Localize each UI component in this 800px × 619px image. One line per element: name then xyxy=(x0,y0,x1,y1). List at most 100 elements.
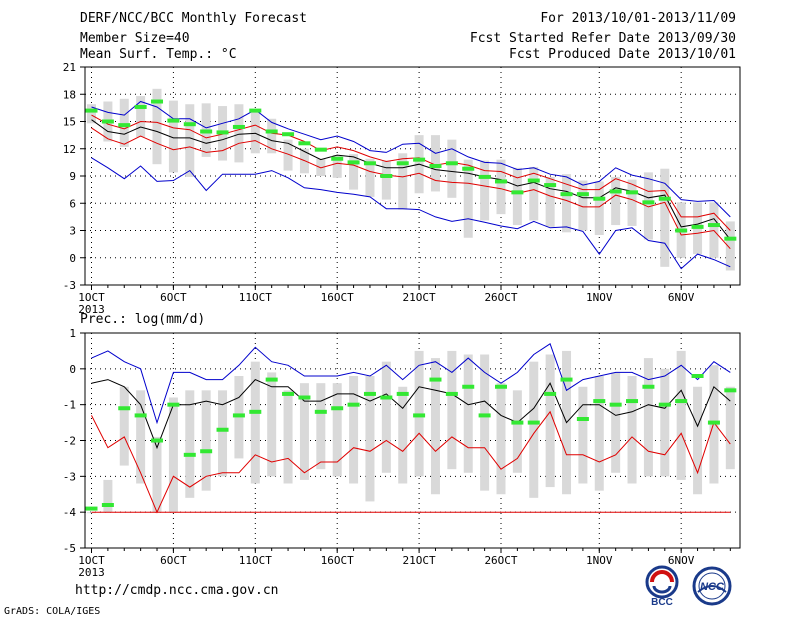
prec-median-marker xyxy=(626,399,639,404)
temp-ensemble-box xyxy=(512,167,522,226)
prec-ensemble-box xyxy=(332,383,342,477)
prec-median-marker xyxy=(216,427,229,432)
prec-ytick-label: -1 xyxy=(63,399,76,412)
temp-ensemble-box xyxy=(87,104,96,124)
temp-ensemble-box xyxy=(627,179,637,226)
prec-median-marker xyxy=(675,399,688,404)
prec-ensemble-box xyxy=(201,390,211,491)
prec-year-label: 2013 xyxy=(78,566,105,579)
temp-median-marker xyxy=(347,160,360,165)
prec-ensemble-box xyxy=(660,368,670,477)
prec-ensemble-box xyxy=(299,383,309,480)
prec-ensemble-box xyxy=(693,386,703,495)
temp-ytick-label: 15 xyxy=(63,116,76,129)
bcc-logo: BCC xyxy=(645,565,679,607)
prec-xtick-label: 21OCT xyxy=(403,554,436,567)
temp-lower-red-line xyxy=(91,127,731,250)
prec-ytick-label: -3 xyxy=(63,470,76,483)
prec-ensemble-box xyxy=(463,354,473,473)
prec-median-marker xyxy=(232,413,245,418)
forecast-period: For 2013/10/01-2013/11/09 xyxy=(540,11,736,26)
temp-ytick-label: 18 xyxy=(63,88,76,101)
temp-ensemble-box xyxy=(660,168,670,267)
prec-ensemble-box xyxy=(496,383,506,495)
prec-xtick-label: 11OCT xyxy=(239,554,272,567)
prec-median-marker xyxy=(707,420,720,425)
prec-ensemble-box xyxy=(283,390,293,484)
prec-median-marker xyxy=(658,402,671,407)
temp-xtick-label: 26OCT xyxy=(484,291,517,304)
prec-ensemble-box xyxy=(152,436,162,513)
prec-median-marker xyxy=(691,374,704,378)
temp-xtick-label: 1OCT xyxy=(78,291,105,304)
prec-ytick-label: 0 xyxy=(69,363,76,376)
bcc-logo-text: BCC xyxy=(651,597,673,607)
temp-ensemble-box xyxy=(447,139,457,198)
temp-median-marker xyxy=(675,228,688,233)
prec-median-marker xyxy=(331,406,344,411)
temp-xtick-label: 6NOV xyxy=(668,291,695,304)
temp-upper-red-line xyxy=(91,114,731,231)
temp-ytick-label: 6 xyxy=(69,197,76,210)
prec-median-marker xyxy=(560,377,573,382)
prec-median-marker xyxy=(576,417,589,421)
prec-xtick-label: 1OCT xyxy=(78,554,105,567)
temp-xtick-label: 11OCT xyxy=(239,291,272,304)
temp-year-label: 2013 xyxy=(78,303,105,316)
member-size-label: Member Size=40 xyxy=(80,31,190,46)
temp-median-marker xyxy=(495,179,507,184)
temp-median-marker xyxy=(363,161,376,166)
temp-median-marker xyxy=(314,147,327,152)
temp-ensemble-box xyxy=(496,159,506,215)
prec-xtick-label: 26OCT xyxy=(484,554,517,567)
temp-median-marker xyxy=(413,157,426,162)
prec-median-marker xyxy=(478,413,491,418)
prec-median-marker xyxy=(101,503,114,507)
temp-median-marker xyxy=(544,183,557,188)
prec-median-marker xyxy=(724,388,737,393)
prec-mean-line xyxy=(91,378,731,450)
prec-median-marker xyxy=(396,391,409,396)
prec-median-marker xyxy=(265,377,278,382)
temp-median-marker xyxy=(478,174,491,179)
prec-median-marker xyxy=(85,506,98,511)
prec-median-marker xyxy=(134,413,147,418)
temp-median-marker xyxy=(298,141,311,146)
prec-ensemble-box xyxy=(430,358,440,495)
temp-median-marker xyxy=(200,129,213,134)
temp-ensemble-box xyxy=(611,176,621,226)
prec-ensemble-box xyxy=(578,386,588,484)
prec-upper-blue-line xyxy=(91,343,731,425)
prec-median-marker xyxy=(249,409,262,414)
variable-label: Mean Surf. Temp.: °C xyxy=(80,47,237,62)
temp-frame xyxy=(84,66,741,286)
temp-ensemble-box xyxy=(168,100,178,173)
prec-median-marker xyxy=(298,395,311,400)
precip-label: Prec.: log(mm/d) xyxy=(80,312,206,327)
temp-median-marker xyxy=(85,108,98,113)
temp-median-marker xyxy=(445,161,458,166)
temp-median-marker xyxy=(265,129,278,134)
temp-xtick-label: 21OCT xyxy=(403,291,436,304)
prec-ensemble-box xyxy=(381,361,391,473)
temp-median-marker xyxy=(462,166,475,171)
temp-median-marker xyxy=(609,189,622,194)
temp-ensemble-box xyxy=(398,153,408,210)
prec-ensemble-box xyxy=(480,354,490,491)
prec-median-marker xyxy=(429,377,442,382)
prec-median-marker xyxy=(183,452,196,457)
prec-median-marker xyxy=(544,391,557,396)
temp-ensemble-box xyxy=(185,104,195,177)
temp-median-marker xyxy=(396,161,409,166)
prec-ensemble-box xyxy=(512,390,522,473)
temp-ensemble-box xyxy=(267,118,277,154)
prec-ensemble-box xyxy=(398,386,408,484)
prec-ensemble-box xyxy=(267,372,277,477)
temp-median-marker xyxy=(560,192,573,197)
prec-median-marker xyxy=(462,384,475,389)
temp-ytick-label: 12 xyxy=(63,143,76,156)
temp-median-marker xyxy=(151,99,164,104)
temp-median-marker xyxy=(576,192,589,197)
temp-ensemble-box xyxy=(283,139,293,171)
